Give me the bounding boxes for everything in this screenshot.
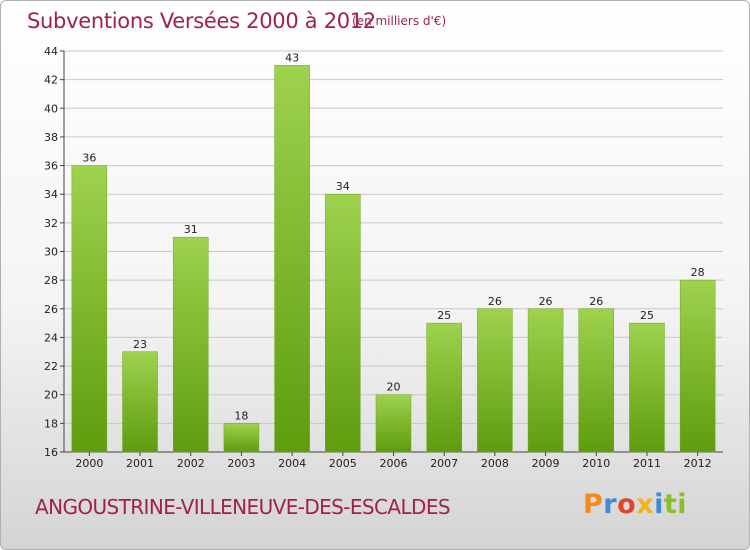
y-tick-label: 34	[44, 188, 58, 201]
logo-letter: ti	[663, 489, 688, 520]
bar-value-label: 26	[488, 295, 502, 308]
bar-value-label: 25	[640, 309, 654, 322]
y-tick-label: 38	[44, 131, 58, 144]
bar-value-label: 23	[133, 338, 147, 351]
x-tick-label: 2008	[481, 457, 509, 470]
bar-value-label: 20	[387, 381, 401, 394]
y-tick-label: 36	[44, 160, 58, 173]
chart-subtitle: (en milliers d'€)	[352, 14, 447, 28]
bar-value-label: 18	[234, 409, 248, 422]
y-tick-label: 16	[44, 446, 58, 459]
bar-value-label: 25	[437, 309, 451, 322]
x-tick-label: 2009	[532, 457, 560, 470]
y-tick-label: 26	[44, 303, 58, 316]
bar	[426, 322, 462, 453]
logo-letter: x	[636, 489, 655, 520]
bar-value-label: 31	[184, 223, 198, 236]
logo-letter: r	[603, 489, 618, 520]
bar	[223, 423, 260, 453]
y-tick-label: 24	[44, 331, 58, 344]
proxiti-logo[interactable]: Proxiti	[583, 489, 687, 520]
bar	[325, 193, 361, 453]
commune-name: ANGOUSTRINE-VILLENEUVE-DES-ESCALDES	[35, 495, 451, 519]
bar	[122, 351, 158, 453]
y-tick-label: 28	[44, 274, 58, 287]
bar-value-label: 28	[691, 266, 705, 279]
logo-letter: o	[617, 489, 637, 520]
bar-value-label: 26	[539, 295, 553, 308]
bar	[527, 308, 564, 453]
bar	[679, 279, 716, 453]
x-tick-label: 2002	[177, 457, 205, 470]
y-tick-label: 42	[44, 74, 58, 87]
labels: 16 18 20 22 24 26 28 30 32 34 36 38 40 42 44 36 2000 23 20…	[44, 45, 712, 470]
y-tick-label: 32	[44, 217, 58, 230]
x-tick-label: 2011	[633, 457, 661, 470]
x-tick-label: 2006	[380, 457, 408, 470]
x-tick-label: 2012	[684, 457, 712, 470]
x-tick-label: 2007	[430, 457, 458, 470]
bar	[172, 236, 209, 453]
x-tick-label: 2004	[278, 457, 306, 470]
bar	[629, 322, 665, 453]
bar	[274, 65, 310, 453]
chart-title: Subventions Versées 2000 à 2012	[27, 9, 376, 33]
bar	[71, 165, 108, 453]
x-tick-label: 2003	[227, 457, 255, 470]
bars	[71, 65, 716, 453]
bar	[477, 308, 513, 453]
y-tick-label: 30	[44, 246, 58, 259]
bar-value-label: 36	[82, 152, 96, 165]
x-tick-label: 2001	[126, 457, 154, 470]
bar-value-label: 34	[336, 180, 350, 193]
bar-value-label: 43	[285, 51, 299, 64]
logo-letter: i	[654, 489, 664, 520]
bar	[578, 308, 615, 453]
bar-value-label: 26	[589, 295, 603, 308]
x-tick-label: 2005	[329, 457, 357, 470]
x-tick-label: 2010	[582, 457, 610, 470]
y-tick-label: 18	[44, 417, 58, 430]
y-tick-label: 40	[44, 102, 58, 115]
logo-letter: P	[583, 489, 604, 520]
y-tick-label: 44	[44, 45, 58, 58]
x-tick-label: 2000	[75, 457, 103, 470]
bar	[375, 394, 412, 453]
y-tick-label: 20	[44, 389, 58, 402]
y-tick-label: 22	[44, 360, 58, 373]
